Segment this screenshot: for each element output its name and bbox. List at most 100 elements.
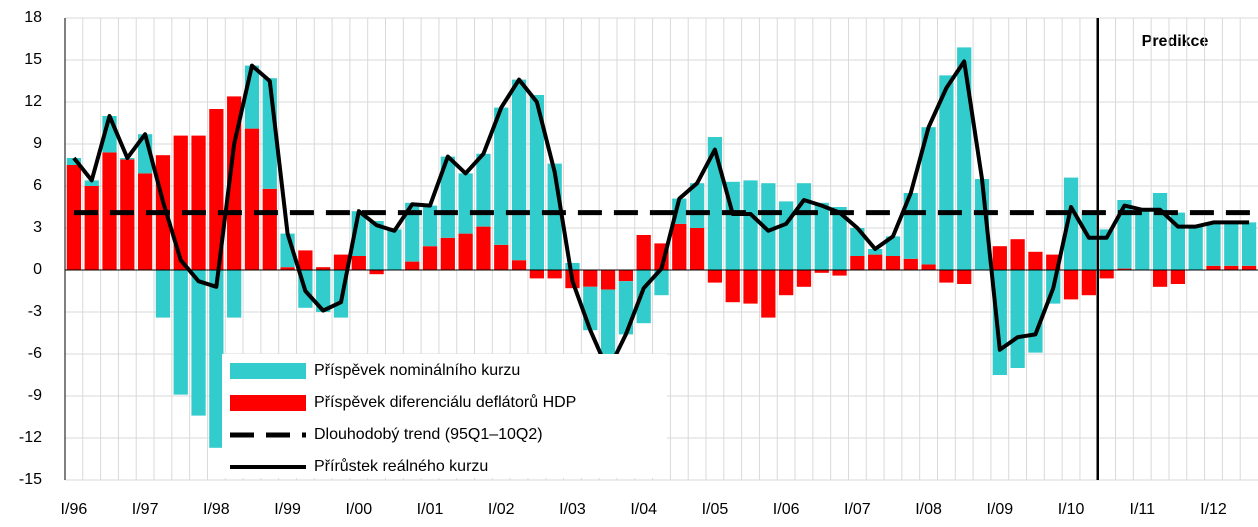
bar bbox=[1081, 212, 1096, 270]
bar bbox=[422, 246, 438, 270]
bar bbox=[1099, 270, 1114, 279]
bar bbox=[832, 270, 847, 276]
bar bbox=[529, 95, 544, 270]
bar bbox=[689, 228, 705, 270]
line bbox=[72, 59, 1250, 373]
bar bbox=[1224, 222, 1239, 266]
bar bbox=[583, 270, 598, 287]
bar bbox=[868, 254, 883, 270]
annotation: Predikce bbox=[1142, 33, 1209, 50]
bar bbox=[707, 270, 723, 283]
bar bbox=[1241, 265, 1257, 270]
bar bbox=[654, 270, 669, 296]
bar bbox=[1063, 177, 1079, 270]
bar bbox=[529, 270, 544, 279]
x-tick-label: I/98 bbox=[203, 501, 230, 518]
bar bbox=[761, 183, 776, 270]
bar bbox=[280, 267, 295, 270]
bar bbox=[600, 270, 616, 290]
bar bbox=[583, 286, 598, 331]
bar bbox=[191, 270, 206, 416]
y-tick-label: 0 bbox=[33, 261, 42, 278]
bar bbox=[138, 173, 153, 270]
bar bbox=[476, 226, 491, 270]
bar bbox=[743, 180, 758, 270]
bar bbox=[173, 270, 188, 395]
x-tick-label: I/00 bbox=[345, 501, 372, 518]
bar bbox=[102, 152, 117, 270]
bar bbox=[1063, 270, 1079, 300]
bar bbox=[939, 270, 954, 283]
bar bbox=[369, 270, 384, 275]
bar bbox=[814, 270, 829, 273]
bar bbox=[227, 96, 242, 271]
bar bbox=[333, 254, 349, 270]
bar bbox=[868, 249, 883, 255]
bar bbox=[244, 65, 260, 129]
bar bbox=[618, 270, 634, 282]
bar bbox=[939, 75, 954, 271]
bar bbox=[1010, 239, 1025, 270]
bar bbox=[796, 183, 812, 270]
bar bbox=[832, 207, 847, 270]
bar bbox=[903, 258, 918, 270]
bar bbox=[209, 270, 224, 448]
x-tick-label: I/04 bbox=[630, 501, 657, 518]
bar bbox=[369, 221, 384, 270]
bar bbox=[244, 128, 260, 270]
bar bbox=[476, 153, 491, 227]
bar bbox=[66, 165, 82, 270]
bar bbox=[422, 205, 438, 247]
y-tick-label: 15 bbox=[24, 51, 42, 68]
bar bbox=[227, 270, 242, 318]
y-tick-label: 6 bbox=[33, 177, 42, 194]
bar bbox=[1117, 268, 1132, 270]
x-tick-label: I/11 bbox=[1130, 501, 1156, 518]
legend-label: Příspěvek diferenciálu deflátorů HDP bbox=[314, 393, 576, 411]
x-tick-label: I/01 bbox=[417, 501, 444, 518]
bar bbox=[387, 229, 402, 270]
bar bbox=[155, 270, 171, 318]
bar bbox=[957, 47, 972, 271]
bar bbox=[351, 256, 366, 270]
bar bbox=[689, 183, 705, 228]
bar bbox=[903, 193, 918, 259]
y-tick-label: -12 bbox=[19, 429, 42, 446]
x-tick-label: I/09 bbox=[986, 501, 1013, 518]
y-tick-label: 18 bbox=[24, 9, 42, 26]
bar bbox=[992, 246, 1007, 270]
bar bbox=[209, 109, 224, 270]
bar bbox=[494, 244, 509, 270]
legend-swatch bbox=[230, 363, 306, 379]
bar bbox=[84, 186, 99, 270]
legend-label: Dlouhodobý trend (95Q1–10Q2) bbox=[314, 426, 543, 443]
y-tick-label: 3 bbox=[33, 219, 42, 236]
bar bbox=[405, 261, 420, 270]
bar bbox=[1152, 193, 1168, 270]
bar bbox=[1135, 209, 1150, 270]
bar bbox=[565, 263, 580, 270]
bar bbox=[921, 127, 936, 265]
bar bbox=[84, 180, 99, 186]
legend-label: Přírůstek reálného kurzu bbox=[314, 457, 488, 475]
bar bbox=[761, 270, 776, 318]
x-tick-label: I/99 bbox=[274, 501, 301, 518]
bar bbox=[440, 156, 455, 238]
bar bbox=[173, 135, 188, 270]
bar bbox=[672, 223, 687, 270]
bar bbox=[458, 173, 473, 234]
bar bbox=[298, 250, 313, 270]
legend-swatch bbox=[230, 395, 306, 411]
y-tick-label: 12 bbox=[24, 93, 42, 110]
bar bbox=[1241, 222, 1257, 266]
x-tick-label: I/10 bbox=[1058, 501, 1085, 518]
x-tick-label: I/97 bbox=[132, 501, 159, 518]
x-tick-label: I/06 bbox=[773, 501, 800, 518]
bar bbox=[814, 202, 829, 270]
x-tick-label: I/07 bbox=[844, 501, 871, 518]
bar bbox=[262, 188, 277, 270]
bar bbox=[66, 158, 82, 165]
bar bbox=[316, 270, 331, 312]
bar bbox=[511, 260, 527, 270]
